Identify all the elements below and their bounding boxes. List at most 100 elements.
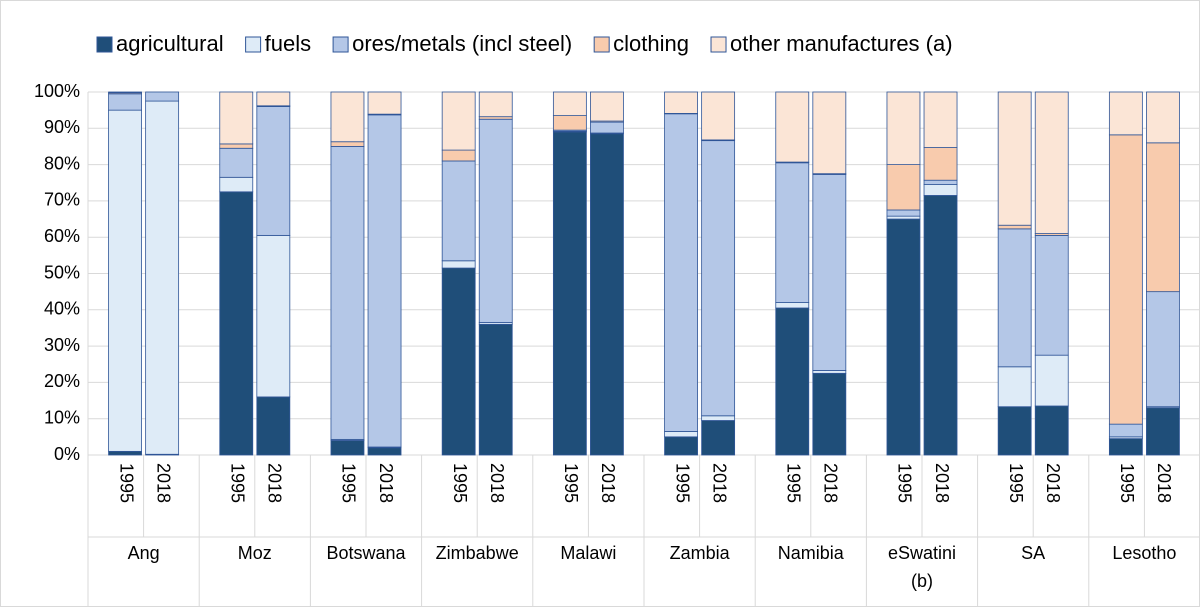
- bar-segment: [441, 149, 476, 162]
- legend-label: ores/metals (incl steel): [352, 31, 572, 56]
- bar-segment: [256, 91, 291, 107]
- bar-segment: [441, 91, 476, 151]
- bar-segment: [886, 91, 921, 165]
- bar-segment: [1146, 291, 1180, 408]
- x-tick-label: 2018: [1043, 463, 1063, 503]
- bar-segment: [441, 267, 476, 456]
- bar-segment: [1034, 405, 1069, 456]
- group-label: Malawi: [560, 543, 617, 563]
- bar-segment: [256, 234, 291, 398]
- bar-segment: [812, 372, 847, 456]
- bar-segment: [552, 131, 587, 456]
- bar-segment: [664, 431, 698, 438]
- x-tick-label: 2018: [1154, 463, 1174, 503]
- bar-segment: [1034, 354, 1069, 407]
- bar-segment: [108, 450, 142, 456]
- group-label: eSwatini (b): [887, 543, 956, 591]
- x-tick-label: 1995: [1117, 463, 1137, 503]
- x-tick-label: 1995: [228, 463, 248, 503]
- bar-segment: [219, 176, 254, 193]
- y-tick-label: 60%: [44, 226, 80, 246]
- bar-segment: [997, 406, 1032, 456]
- legend-label: agricultural: [116, 31, 224, 56]
- legend-swatch: [245, 36, 262, 53]
- bar-segment: [923, 147, 958, 181]
- group-label: Zimbabwe: [435, 543, 519, 563]
- bar-segment: [590, 121, 624, 134]
- bar-segment: [145, 100, 180, 455]
- bar-segment: [923, 184, 958, 196]
- y-tick-label: 40%: [44, 299, 80, 319]
- x-tick-label: 2018: [487, 463, 507, 503]
- y-tick-label: 30%: [44, 335, 80, 355]
- bar-segment: [701, 91, 736, 141]
- bar-segment: [997, 224, 1032, 230]
- y-tick-label: 20%: [44, 371, 80, 391]
- bar-segment: [701, 140, 736, 417]
- legend-swatch: [710, 36, 727, 53]
- y-tick-label: 10%: [44, 407, 80, 427]
- bar-segment: [997, 91, 1032, 226]
- legend-label: clothing: [613, 31, 689, 56]
- x-tick-label: 2018: [932, 463, 952, 503]
- legend-swatch: [96, 36, 113, 53]
- bar-segment: [812, 91, 847, 175]
- bar-segment: [1146, 407, 1180, 456]
- group-label: Ang: [127, 543, 160, 563]
- bar-segment: [664, 91, 698, 114]
- bar-segment: [775, 307, 810, 456]
- bar-segment: [441, 160, 476, 262]
- x-tick-label: 1995: [672, 463, 692, 503]
- x-tick-label: 1995: [339, 463, 359, 503]
- bar-segment: [1034, 91, 1069, 234]
- y-tick-label: 50%: [44, 262, 80, 282]
- bar-segment: [997, 228, 1032, 368]
- x-tick-label: 2018: [376, 463, 396, 503]
- y-tick-label: 80%: [44, 153, 80, 173]
- x-tick-label: 1995: [450, 463, 470, 503]
- bar-segment: [701, 415, 736, 421]
- bar-segment: [330, 146, 365, 440]
- x-tick-label: 2018: [709, 463, 729, 503]
- bar-segment: [701, 420, 736, 456]
- bar-segment: [145, 91, 180, 102]
- x-tick-label: 2018: [265, 463, 285, 503]
- group-label: Zambia: [669, 543, 730, 563]
- bar-segment: [441, 260, 476, 269]
- bar-segment: [367, 114, 402, 448]
- legend-swatch: [593, 36, 610, 53]
- group-label: Lesotho: [1112, 543, 1177, 563]
- group-label: SA: [1021, 543, 1046, 563]
- bar-segment: [478, 91, 513, 118]
- x-tick-label: 1995: [784, 463, 804, 503]
- group-label: Namibia: [777, 543, 844, 563]
- bar-segment: [775, 302, 810, 309]
- legend-label: other manufactures (a): [730, 31, 953, 56]
- bar-segment: [812, 174, 847, 371]
- y-tick-label: 0%: [54, 444, 80, 464]
- bar-segment: [886, 209, 921, 217]
- bar-segment: [219, 191, 254, 456]
- bar-segment: [923, 195, 958, 456]
- group-label: Botswana: [326, 543, 406, 563]
- y-tick-label: 90%: [44, 117, 80, 137]
- y-tick-label: 100%: [34, 81, 80, 101]
- y-tick-label: 70%: [44, 190, 80, 210]
- bar-segment: [256, 106, 291, 236]
- bar-segment: [664, 436, 698, 456]
- x-tick-label: 1995: [561, 463, 581, 503]
- bar-segment: [923, 91, 958, 148]
- bar-segment: [1146, 142, 1180, 293]
- x-tick-label: 1995: [1006, 463, 1026, 503]
- bar-segment: [886, 218, 921, 456]
- bar-segment: [1108, 134, 1143, 425]
- bar-segment: [478, 118, 513, 323]
- bar-segment: [330, 91, 365, 143]
- bar-segment: [1108, 423, 1143, 438]
- bar-segment: [108, 109, 142, 452]
- bar-segment: [664, 113, 698, 432]
- group-label: Moz: [237, 543, 272, 563]
- bar-segment: [108, 91, 142, 94]
